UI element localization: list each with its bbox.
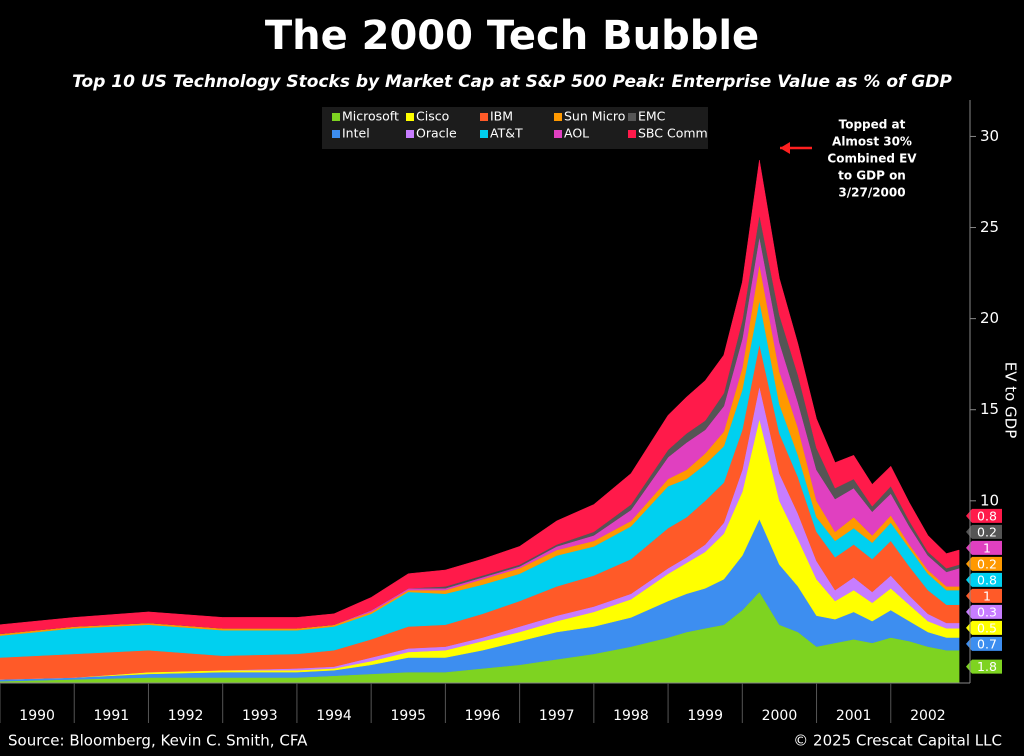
legend: Microsoft Intel Cisco Oracle IBM AT&T Sun Micr…	[332, 109, 708, 141]
legend-swatch	[480, 113, 488, 121]
area	[0, 160, 960, 635]
annotation-text: 3/27/2000	[838, 186, 905, 200]
value-label-tag	[966, 540, 1002, 555]
annotation-text: to GDP on	[838, 169, 906, 183]
x-tick-label: 1993	[242, 708, 278, 724]
legend-label: EMC	[638, 109, 666, 124]
value-label-tag	[966, 620, 1002, 635]
value-label: 1.8	[977, 659, 997, 674]
value-label-tag	[966, 524, 1002, 539]
chart-title: The 2000 Tech Bubble	[265, 13, 759, 59]
x-tick-label: 1998	[613, 708, 649, 724]
x-tick-label: 1999	[687, 708, 723, 724]
legend-label: Cisco	[416, 109, 449, 124]
y-tick-label: 10	[980, 491, 999, 509]
legend-label: IBM	[490, 109, 513, 124]
x-tick-label: 1994	[316, 708, 352, 724]
x-tick-label: 1991	[94, 708, 130, 724]
value-label-tag	[966, 588, 1002, 603]
y-tick-label: 15	[980, 400, 999, 418]
value-label: 0.5	[977, 620, 997, 635]
value-label-tag	[966, 508, 1002, 523]
chart-subtitle: Top 10 US Technology Stocks by Market Ca…	[72, 72, 952, 92]
annotation-text: Almost 30%	[832, 135, 912, 149]
legend-swatch	[628, 130, 636, 138]
x-tick-label: 1995	[390, 708, 426, 724]
legend-swatch	[406, 130, 414, 138]
value-label: 1	[983, 588, 991, 603]
x-tick-label: 1990	[19, 708, 55, 724]
x-tick-label: 2002	[910, 708, 946, 724]
legend-swatch	[554, 130, 562, 138]
legend-swatch	[332, 130, 340, 138]
source: Source: Bloomberg, Kevin C. Smith, CFA	[8, 732, 308, 750]
value-label: 0.8	[977, 508, 997, 523]
legend-swatch	[480, 130, 488, 138]
legend-swatch	[554, 113, 562, 121]
annotation-text: Combined EV	[827, 152, 917, 166]
value-label: 0.3	[977, 604, 997, 619]
value-label: 1	[983, 540, 991, 555]
x-tick-label: 2001	[836, 708, 872, 724]
value-label-tag	[966, 636, 1002, 651]
x-tick-label: 1997	[539, 708, 575, 724]
legend-label: Microsoft	[342, 109, 399, 124]
legend-label: Oracle	[416, 126, 457, 141]
value-label: 0.2	[977, 556, 997, 571]
legend-box	[322, 107, 708, 149]
plot-area: 1.80.70.50.310.80.210.20.8	[0, 160, 1002, 684]
x-tick-label: 1996	[465, 708, 501, 724]
x-tick-label: 2000	[762, 708, 798, 724]
legend-label: AOL	[564, 126, 589, 141]
legend-label: SBC Comm	[638, 126, 708, 141]
legend-label: Intel	[342, 126, 370, 141]
y-axis-label: EV to GDP	[1002, 362, 1020, 439]
y-tick-label: 30	[980, 127, 999, 145]
annotation-arrowhead	[780, 142, 790, 154]
value-label-tag	[966, 659, 1002, 674]
annotation-text: Topped at	[839, 118, 906, 132]
value-label: 0.7	[977, 636, 997, 651]
annotation: Topped at Almost 30% Combined EV to GDP on 3…	[827, 118, 917, 200]
y-tick-label: 20	[980, 309, 999, 327]
x-tick-label: 1992	[168, 708, 204, 724]
value-label-tag	[966, 572, 1002, 587]
value-label-tag	[966, 556, 1002, 571]
value-label-tag	[966, 604, 1002, 619]
copyright: © 2025 Crescat Capital LLC	[793, 732, 1002, 750]
legend-swatch	[406, 113, 414, 121]
y-tick-label: 25	[980, 218, 999, 236]
value-label: 0.2	[977, 524, 997, 539]
value-label: 0.8	[977, 572, 997, 587]
legend-label: AT&T	[490, 126, 523, 141]
legend-swatch	[332, 113, 340, 121]
legend-swatch	[628, 113, 636, 121]
legend-label: Sun Micro	[564, 109, 625, 124]
